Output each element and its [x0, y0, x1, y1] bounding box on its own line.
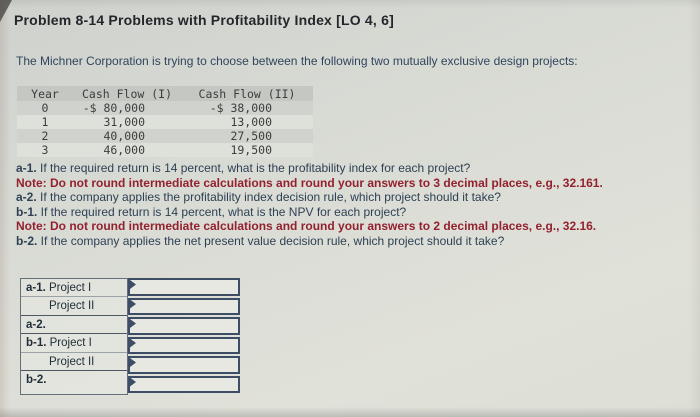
question-text: If the company applies the profitability…	[40, 190, 501, 205]
question-prefix: b-2.	[16, 233, 41, 248]
intro-text: The Michner Corporation is trying to cho…	[16, 54, 578, 68]
answer-input-cell	[128, 336, 240, 354]
note-line: Note: Do not round intermediate calculat…	[16, 219, 686, 234]
cashflow-cell: -$ 38,000	[209, 101, 272, 115]
cashflow-cell: 31,000	[103, 115, 145, 129]
cashflow-header-year: Year	[31, 86, 59, 101]
answer-input[interactable]	[130, 319, 238, 333]
answer-table: a-1. Project I Project II a-2. b-1. Projec…	[20, 278, 240, 395]
answer-row-prefix: b-1.	[26, 337, 50, 350]
question-line: b-2. If the company applies the net pres…	[16, 234, 686, 249]
cashflow-cell: 27,500	[230, 129, 272, 143]
cashflow-cell: 13,000	[230, 115, 272, 129]
answer-input-cell	[128, 278, 240, 296]
answer-row-prefix: a-1.	[26, 282, 50, 294]
cashflow-row: 2 40,000 27,500	[17, 129, 313, 143]
cashflow-row: 3 46,000 19,500	[17, 143, 313, 157]
answer-input[interactable]	[130, 358, 238, 372]
cashflow-cell: 0	[41, 101, 49, 115]
photo-corner-artifact	[0, 0, 12, 22]
question-text: Do not round intermediate calculations a…	[50, 219, 597, 234]
question-text: If the required return is 14 percent, wh…	[40, 161, 471, 175]
questions: a-1. If the required return is 14 percen…	[16, 161, 686, 249]
cashflow-row: 0 -$ 80,000 -$ 38,000	[17, 101, 313, 115]
answer-row-label: a-2.	[21, 316, 127, 335]
answer-row-label: b-1. Project I	[21, 334, 127, 353]
answer-input[interactable]	[130, 338, 238, 352]
answer-row-prefix: b-2.	[26, 373, 47, 386]
question-line: a-1. If the required return is 14 percen…	[16, 161, 686, 176]
question-text: If the company applies the net present v…	[40, 233, 505, 248]
answer-row-prefix: a-2.	[26, 318, 46, 331]
answer-labels-column: a-1. Project I Project II a-2. b-1. Projec…	[20, 278, 128, 395]
cashflow-table-header: Year Cash Flow (I) Cash Flow (II)	[17, 86, 313, 101]
answer-input-cell	[128, 375, 240, 393]
cashflow-cell: 19,500	[230, 143, 272, 157]
answer-row-label: b-2.	[21, 371, 127, 389]
cashflow-header-cf2: Cash Flow (II)	[198, 86, 296, 101]
answer-input[interactable]	[130, 280, 238, 294]
question-prefix: a-1.	[16, 161, 41, 175]
question-prefix: Note:	[16, 219, 50, 234]
answer-row-label: Project II	[21, 353, 127, 371]
cashflow-cell: 2	[41, 129, 49, 143]
answer-input-cell	[128, 317, 240, 335]
question-prefix: a-2.	[16, 190, 41, 205]
question-text: If the required return is 14 percent, wh…	[40, 204, 407, 219]
cashflow-row: 1 31,000 13,000	[17, 115, 313, 129]
note-line: Note: Do not round intermediate calculat…	[16, 176, 686, 191]
cashflow-header-cf1: Cash Flow (I)	[81, 86, 172, 101]
question-text: Do not round intermediate calculations a…	[50, 175, 603, 190]
cashflow-table: Year Cash Flow (I) Cash Flow (II) 0 -$ 80…	[17, 86, 313, 157]
answer-row-label: a-1. Project I	[21, 279, 127, 298]
question-line: b-1. If the required return is 14 percen…	[16, 205, 686, 220]
cashflow-table-body: 0 -$ 80,000 -$ 38,000 1 31,000 13,000 2 40,000 2…	[17, 101, 313, 157]
answer-input-cell	[128, 356, 240, 374]
cashflow-cell: 1	[41, 115, 49, 129]
question-line: a-2. If the company applies the profitab…	[16, 190, 686, 205]
page-title: Problem 8-14 Problems with Profitability…	[14, 12, 394, 28]
question-prefix: Note:	[16, 175, 50, 190]
answer-inputs-column	[128, 278, 240, 395]
question-prefix: b-1.	[16, 204, 41, 219]
answer-input[interactable]	[130, 377, 238, 391]
answer-input-cell	[128, 297, 240, 315]
cashflow-cell: 46,000	[103, 143, 145, 157]
answer-input[interactable]	[130, 299, 238, 313]
cashflow-cell: -$ 80,000	[82, 101, 145, 115]
cashflow-cell: 40,000	[103, 129, 145, 143]
answer-row-label: Project II	[21, 297, 127, 316]
cashflow-cell: 3	[41, 143, 49, 157]
